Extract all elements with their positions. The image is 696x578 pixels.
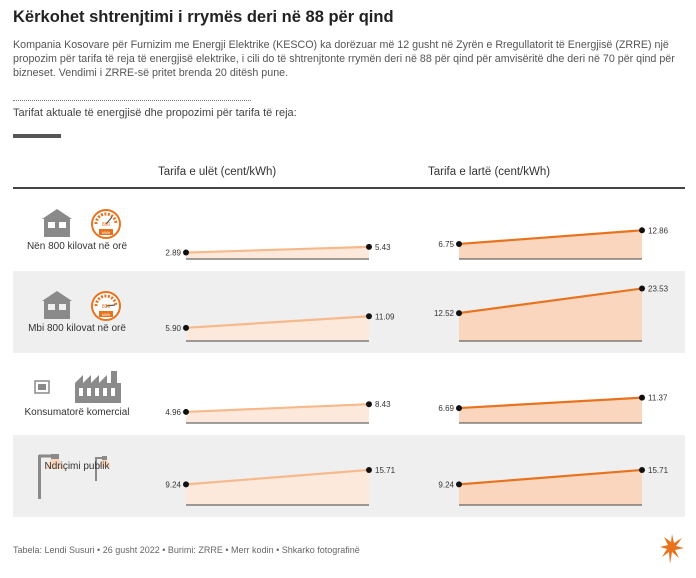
data-label: 23.53 bbox=[648, 285, 669, 294]
data-point bbox=[456, 405, 462, 412]
rfe-logo bbox=[660, 534, 684, 569]
series-line bbox=[458, 229, 643, 246]
data-point bbox=[456, 310, 462, 317]
data-point bbox=[639, 285, 645, 292]
series-area bbox=[186, 469, 369, 505]
column-header-high: Tarifa e lartë (cent/kWh) bbox=[428, 166, 551, 178]
row-label: Konsumatorë komercial bbox=[24, 407, 130, 418]
series-area bbox=[459, 230, 642, 259]
row-label: Ndriçimi publik bbox=[44, 461, 110, 472]
house-meter-high-icon: 800 kWh bbox=[13, 289, 141, 321]
data-point bbox=[366, 401, 372, 408]
data-point bbox=[183, 408, 189, 415]
svg-text:kWh: kWh bbox=[102, 230, 110, 235]
data-point bbox=[456, 481, 462, 488]
svg-text:kWh: kWh bbox=[102, 312, 110, 317]
data-label: 6.69 bbox=[438, 404, 454, 413]
data-label: 12.86 bbox=[648, 226, 669, 235]
data-label: 5.43 bbox=[375, 243, 391, 252]
data-label: 4.96 bbox=[165, 408, 181, 417]
data-label: 15.71 bbox=[375, 466, 396, 475]
series-line bbox=[458, 468, 643, 486]
series-line bbox=[185, 245, 370, 254]
data-point bbox=[639, 394, 645, 401]
data-point bbox=[366, 466, 372, 473]
page-title: Kërkohet shtrenjtimi i rrymës deri në 88… bbox=[13, 8, 394, 26]
data-label: 11.37 bbox=[648, 394, 668, 403]
data-point bbox=[456, 240, 462, 247]
column-header-low: Tarifa e ulët (cent/kWh) bbox=[158, 166, 277, 178]
table-row: Konsumatorë komercial bbox=[13, 353, 685, 435]
series-line bbox=[458, 287, 643, 315]
data-point bbox=[183, 481, 189, 488]
series-line bbox=[185, 403, 370, 414]
table-row: 800 kWh Nën 800 kilovat në orë bbox=[13, 189, 685, 271]
data-point bbox=[639, 227, 645, 234]
data-point bbox=[366, 313, 372, 320]
data-label: 2.89 bbox=[165, 249, 181, 258]
accent-bar bbox=[13, 134, 61, 138]
data-label: 12.52 bbox=[434, 309, 455, 318]
series-area bbox=[186, 246, 369, 259]
series-area bbox=[186, 316, 369, 341]
svg-text:800: 800 bbox=[102, 222, 111, 228]
table-subtitle: Tarifat aktuale të energjisë dhe propozi… bbox=[13, 107, 297, 119]
svg-text:800: 800 bbox=[102, 304, 111, 310]
data-label: 6.75 bbox=[438, 240, 454, 249]
series-area bbox=[459, 397, 642, 423]
data-label: 8.43 bbox=[375, 400, 391, 409]
data-point bbox=[183, 324, 189, 331]
data-label: 9.24 bbox=[438, 480, 454, 489]
series-line bbox=[458, 396, 643, 410]
house-meter-low-icon: 800 kWh bbox=[13, 207, 141, 239]
dotted-divider bbox=[13, 100, 251, 101]
data-point bbox=[183, 249, 189, 256]
row-label: Mbi 800 kilovat në orë bbox=[28, 323, 126, 334]
series-area bbox=[459, 469, 642, 505]
data-label: 11.09 bbox=[375, 312, 395, 321]
data-label: 15.71 bbox=[648, 466, 669, 475]
streetlight-icon bbox=[13, 449, 141, 499]
row-label: Nën 800 kilovat në orë bbox=[26, 241, 128, 252]
data-point bbox=[639, 466, 645, 473]
series-line bbox=[185, 468, 370, 486]
data-label: 5.90 bbox=[165, 324, 181, 333]
description: Kompania Kosovare për Furnizim me Energj… bbox=[13, 39, 675, 79]
series-line bbox=[185, 315, 370, 329]
series-area bbox=[459, 288, 642, 341]
data-point bbox=[366, 243, 372, 250]
series-area bbox=[186, 404, 369, 423]
factory-icon bbox=[13, 369, 141, 403]
data-label: 9.24 bbox=[165, 480, 181, 489]
table-top-rule bbox=[13, 187, 685, 189]
footer-credits: Tabela: Lendi Susuri • 26 gusht 2022 • B… bbox=[13, 545, 360, 555]
